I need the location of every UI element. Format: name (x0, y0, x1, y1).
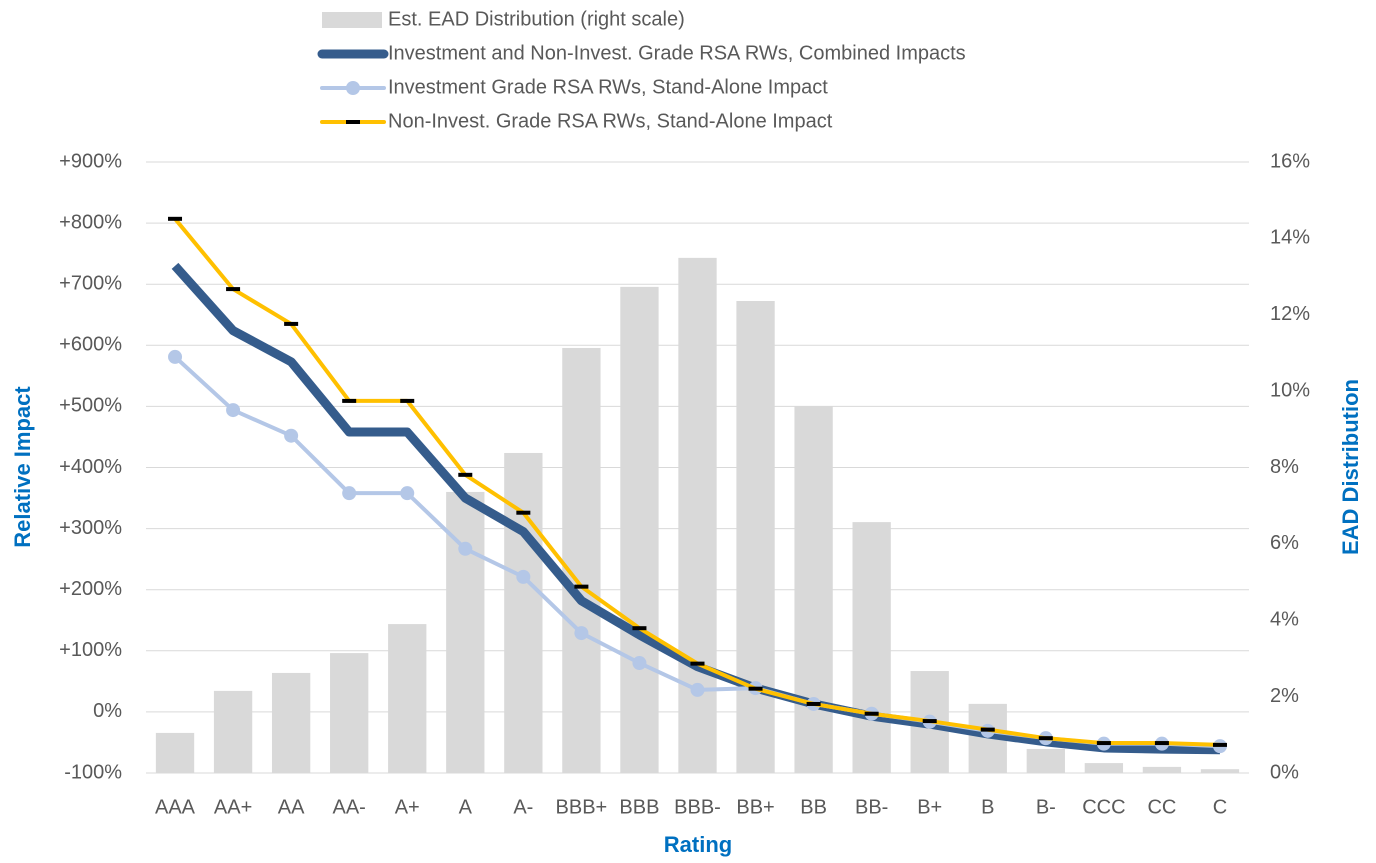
x-tick-label: BB (800, 796, 827, 818)
marker (1212, 742, 1227, 747)
marker (516, 510, 531, 515)
y-tick-label: +100% (59, 639, 122, 661)
marker (168, 216, 183, 221)
y2-axis-title: EAD Distribution (1338, 379, 1363, 555)
bar (504, 452, 543, 773)
x-tick-label: BB- (855, 796, 888, 818)
marker (632, 656, 647, 671)
legend-marker (346, 120, 360, 124)
x-tick-label: AAA (155, 796, 196, 818)
bar (794, 406, 833, 773)
marker (226, 287, 241, 292)
marker (632, 626, 647, 631)
y-tick-label: +600% (59, 334, 122, 356)
y2-tick-label: 10% (1270, 379, 1310, 401)
y-tick-label: +400% (59, 456, 122, 478)
y-tick-label: +800% (59, 211, 122, 233)
x-tick-label: CCC (1082, 796, 1125, 818)
marker (226, 403, 241, 418)
y2-tick-label: 14% (1270, 227, 1310, 249)
marker (980, 727, 995, 732)
bar (271, 672, 311, 773)
bar (562, 347, 601, 773)
marker (400, 486, 415, 501)
y2-tick-label: 8% (1270, 456, 1299, 478)
x-tick-label: BBB (619, 796, 659, 818)
marker (168, 349, 183, 364)
marker (1038, 736, 1053, 741)
x-tick-label: A- (513, 796, 533, 818)
legend-label: Investment and Non-Invest. Grade RSA RWs… (388, 42, 966, 64)
y2-tick-label: 16% (1270, 150, 1310, 172)
y2-tick-label: 2% (1270, 685, 1299, 707)
y2-tick-label: 6% (1270, 532, 1299, 554)
legend-label: Est. EAD Distribution (right scale) (388, 8, 685, 30)
y-tick-label: +500% (59, 395, 122, 417)
bar (330, 653, 369, 773)
marker (864, 711, 879, 716)
marker (1096, 741, 1111, 746)
bar (1200, 769, 1240, 773)
y-tick-label: +300% (59, 517, 122, 539)
x-tick-label: AA (278, 796, 305, 818)
bar (388, 624, 427, 773)
marker (806, 701, 821, 706)
x-tick-label: CC (1147, 796, 1176, 818)
x-tick-label: BBB+ (556, 796, 608, 818)
marker (458, 472, 473, 477)
x-tick-label: BB+ (736, 796, 774, 818)
marker (748, 686, 763, 691)
marker (516, 569, 531, 584)
y2-tick-label: 0% (1270, 761, 1299, 783)
x-tick-label: A+ (395, 796, 420, 818)
y-axis-title: Relative Impact (10, 386, 35, 548)
bar (620, 286, 659, 773)
marker (284, 428, 299, 443)
bar (213, 690, 253, 773)
y-tick-label: +200% (59, 578, 122, 600)
y-tick-label: 0% (93, 700, 122, 722)
x-tick-label: B (981, 796, 994, 818)
bar (1026, 748, 1065, 773)
x-tick-label: BBB- (674, 796, 721, 818)
x-tick-label: AA- (333, 796, 366, 818)
x-tick-label: AA+ (214, 796, 252, 818)
x-axis-title: Rating (664, 832, 732, 857)
bar (852, 522, 891, 773)
bar (736, 301, 775, 773)
marker (690, 682, 705, 697)
marker (690, 661, 705, 666)
y-tick-label: +700% (59, 272, 122, 294)
y-tick-label: -100% (64, 761, 122, 783)
x-tick-label: B- (1036, 796, 1056, 818)
legend-marker (346, 81, 360, 95)
marker (284, 321, 299, 326)
bar (1142, 766, 1182, 773)
marker (1154, 741, 1169, 746)
legend-swatch (322, 12, 382, 28)
y2-tick-label: 12% (1270, 303, 1310, 325)
marker (922, 719, 937, 724)
marker (342, 486, 357, 501)
marker (458, 541, 473, 556)
x-tick-label: C (1213, 796, 1227, 818)
y2-tick-label: 4% (1270, 609, 1299, 631)
y-tick-label: +900% (59, 150, 122, 172)
marker (400, 398, 415, 403)
bar (155, 732, 195, 773)
marker (574, 584, 589, 589)
x-tick-label: B+ (917, 796, 942, 818)
x-tick-label: A (459, 796, 473, 818)
marker (574, 626, 589, 641)
legend-label: Non-Invest. Grade RSA RWs, Stand-Alone I… (388, 110, 833, 132)
legend-label: Investment Grade RSA RWs, Stand-Alone Im… (388, 76, 828, 98)
marker (342, 398, 357, 403)
bar (1084, 763, 1124, 773)
